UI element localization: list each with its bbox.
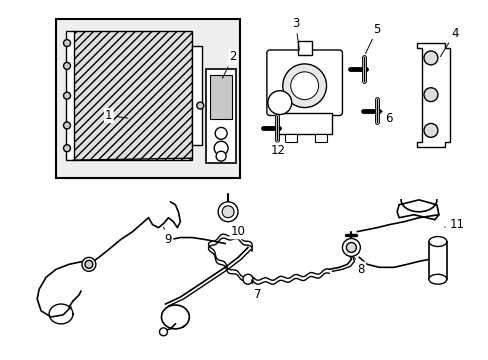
Ellipse shape xyxy=(428,237,446,247)
Ellipse shape xyxy=(428,274,446,284)
Bar xyxy=(206,69,236,163)
Text: 9: 9 xyxy=(163,227,172,246)
Circle shape xyxy=(63,92,70,99)
Circle shape xyxy=(243,274,252,284)
Circle shape xyxy=(282,64,326,108)
Text: 12: 12 xyxy=(270,139,285,157)
Bar xyxy=(210,75,232,120)
Circle shape xyxy=(346,243,356,252)
Circle shape xyxy=(222,206,234,218)
Polygon shape xyxy=(396,200,438,220)
Bar xyxy=(56,19,240,178)
Circle shape xyxy=(159,328,167,336)
Bar xyxy=(66,31,74,160)
Text: 11: 11 xyxy=(444,218,463,231)
Bar xyxy=(276,113,332,134)
Text: 3: 3 xyxy=(291,17,299,50)
Circle shape xyxy=(423,51,437,65)
Text: 5: 5 xyxy=(365,23,380,54)
Circle shape xyxy=(63,62,70,69)
Circle shape xyxy=(214,141,227,155)
Bar xyxy=(284,134,296,142)
Polygon shape xyxy=(416,43,449,147)
Circle shape xyxy=(63,40,70,46)
Circle shape xyxy=(85,260,93,268)
Text: 7: 7 xyxy=(251,280,261,301)
Circle shape xyxy=(342,239,360,256)
Circle shape xyxy=(218,202,238,222)
FancyBboxPatch shape xyxy=(266,50,342,116)
Text: 1: 1 xyxy=(105,109,128,122)
Bar xyxy=(314,134,326,142)
Text: 2: 2 xyxy=(222,50,236,78)
Circle shape xyxy=(423,88,437,102)
Bar xyxy=(73,31,192,160)
Circle shape xyxy=(63,145,70,152)
Circle shape xyxy=(290,72,318,100)
Circle shape xyxy=(267,91,291,114)
Bar xyxy=(297,41,311,55)
Circle shape xyxy=(63,122,70,129)
Circle shape xyxy=(215,127,226,139)
Bar xyxy=(192,46,202,145)
Text: 4: 4 xyxy=(440,27,458,57)
Circle shape xyxy=(196,102,203,109)
Text: 8: 8 xyxy=(354,257,364,276)
Circle shape xyxy=(423,123,437,137)
Text: 6: 6 xyxy=(381,111,392,125)
Text: 10: 10 xyxy=(230,222,245,238)
Circle shape xyxy=(82,257,96,271)
Bar xyxy=(428,242,446,279)
Circle shape xyxy=(216,151,225,161)
